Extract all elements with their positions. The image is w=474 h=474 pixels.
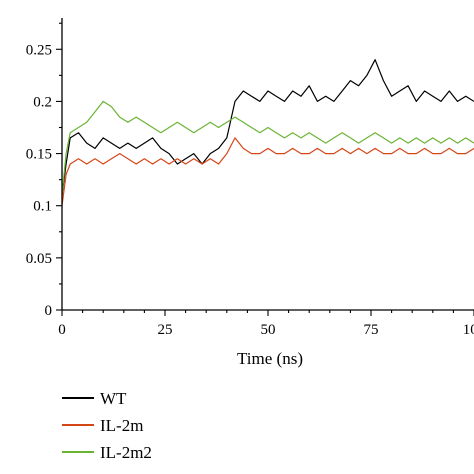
x-axis-title: Time (ns)	[237, 349, 303, 368]
legend-label: IL-2m	[100, 416, 143, 435]
y-tick-label: 0.1	[33, 199, 52, 215]
y-tick-label: 0.2	[33, 94, 52, 110]
series-line-il-2m	[61, 137, 474, 206]
series-layer	[61, 59, 474, 206]
ticks-layer: 0 0.05 0.1 0.15 0.2 0.25 0 25 50 75 100	[26, 22, 474, 338]
series-line-wt	[61, 59, 474, 196]
x-tick-label: 100	[463, 322, 474, 338]
y-tick-label: 0.15	[26, 147, 52, 163]
series-line-il-2m2	[61, 100, 474, 196]
legend: WT IL-2m IL-2m2	[62, 389, 152, 462]
y-tick-label: 0	[45, 303, 53, 319]
y-tick-label: 0.05	[26, 251, 52, 267]
axes-layer	[61, 18, 474, 311]
y-tick-label: 0.25	[26, 42, 52, 58]
legend-label: WT	[100, 389, 127, 408]
x-tick-label: 75	[364, 322, 379, 338]
x-tick-label: 50	[261, 322, 276, 338]
legend-label: IL-2m2	[100, 443, 152, 462]
x-tick-label: 0	[58, 322, 66, 338]
x-tick-label: 25	[158, 322, 173, 338]
